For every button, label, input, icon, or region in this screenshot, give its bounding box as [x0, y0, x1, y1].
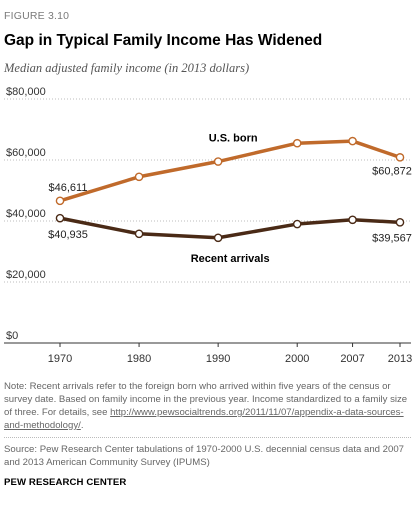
axis-layer: $0 $20,000 $40,000 $60,000 $80,000 1970 1980 19…	[4, 86, 412, 365]
series-line	[59, 139, 401, 203]
y-tick-label: $80,000	[6, 86, 46, 98]
chart-note: Note: Recent arrivals refer to the forei…	[4, 380, 411, 432]
series-name-label: U.S. born	[209, 133, 258, 145]
chart-title: Gap in Typical Family Income Has Widened	[4, 32, 323, 49]
data-point	[134, 229, 144, 239]
y-tick-label: $20,000	[6, 269, 46, 281]
chart-subtitle: Median adjusted family income (in 2013 d…	[4, 61, 250, 75]
data-label: $40,935	[48, 229, 88, 241]
data-point	[292, 138, 302, 148]
series-us-born	[55, 136, 405, 206]
x-tick-label: 2000	[285, 353, 309, 365]
divider	[4, 437, 411, 438]
x-tick-label: 1990	[206, 353, 230, 365]
methodology-link[interactable]: http://www.pewsocialtrends.org/2011/11/0…	[4, 407, 404, 431]
data-point	[348, 136, 357, 146]
data-point	[348, 215, 357, 225]
data-point	[55, 213, 65, 223]
line-chart: $0 $20,000 $40,000 $60,000 $80,000 1970 1980 19…	[4, 86, 412, 365]
note-text-end: .	[80, 420, 84, 431]
data-point	[395, 218, 405, 227]
x-tick-label: 1970	[48, 353, 72, 365]
data-point	[395, 153, 405, 162]
series-line	[59, 216, 401, 240]
chart-source: Source: Pew Research Center tabulations …	[4, 444, 405, 468]
data-label: $46,611	[49, 182, 88, 194]
series-layer	[55, 136, 405, 243]
data-point	[134, 172, 144, 182]
y-tick-label: $0	[6, 330, 18, 342]
data-point	[213, 157, 223, 166]
data-point	[213, 233, 223, 243]
x-tick-label: 1980	[127, 353, 151, 365]
label-layer: U.S. born Recent arrivals $46,611 $60,872 $4…	[48, 133, 412, 265]
series-name-label: Recent arrivals	[191, 253, 270, 265]
data-label: $60,872	[372, 165, 412, 177]
y-tick-label: $60,000	[6, 147, 46, 159]
brand-label: PEW RESEARCH CENTER	[4, 477, 127, 488]
x-tick-label: 2007	[340, 353, 364, 365]
figure-label: FIGURE 3.10	[4, 10, 70, 22]
note-text: Note: Recent arrivals refer to the forei…	[4, 381, 408, 418]
x-tick-label: 2013	[388, 353, 412, 365]
data-point	[55, 196, 65, 206]
data-label: $39,567	[372, 232, 412, 244]
series-recent-arrivals	[55, 213, 405, 243]
y-tick-label: $40,000	[6, 208, 46, 220]
data-point	[292, 219, 302, 229]
